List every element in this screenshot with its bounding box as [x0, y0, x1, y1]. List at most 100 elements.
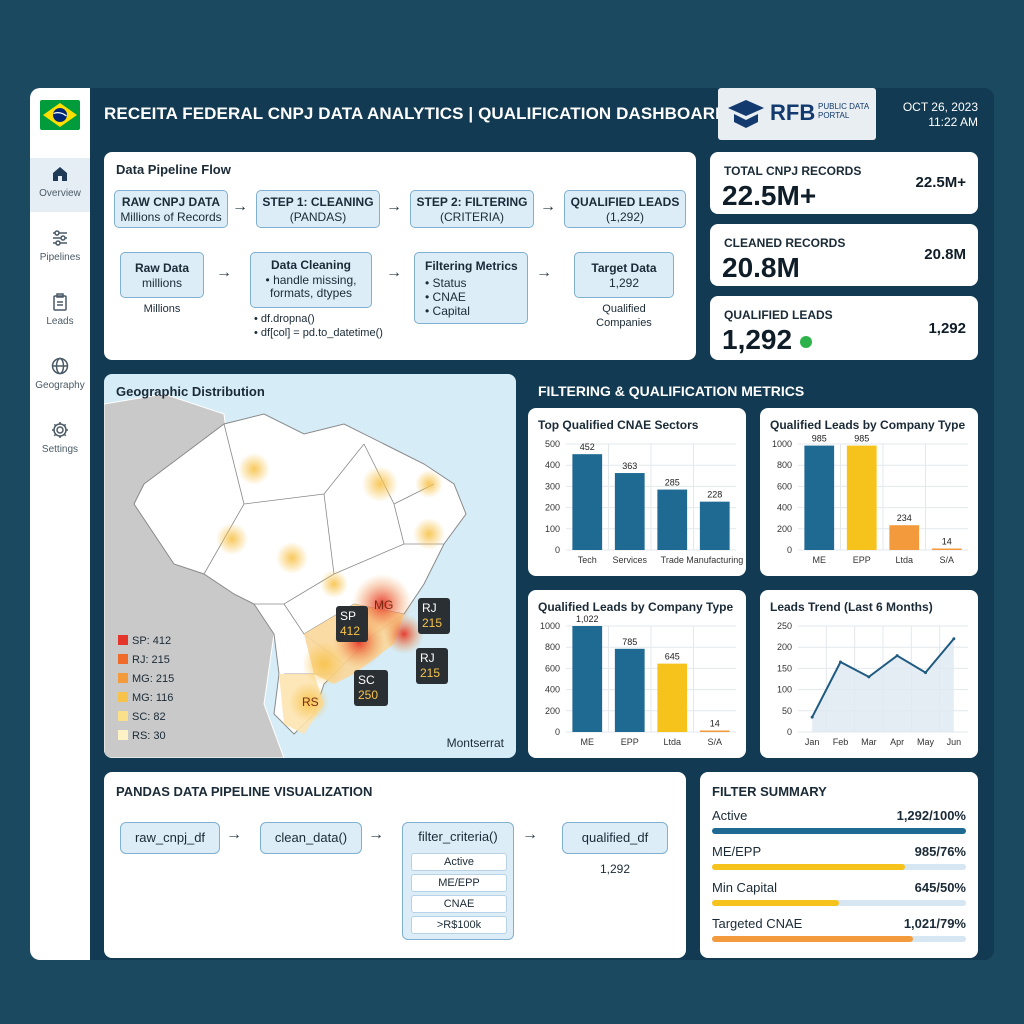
filtering-metrics-box[interactable]: Filtering Metrics • Status • CNAE • Capi…: [414, 252, 528, 324]
raw-data-sub: millions: [141, 276, 182, 290]
data-cleaning-bullet: formats, dtypes: [269, 286, 353, 300]
bar-value-label: 1,022: [576, 614, 599, 624]
map-marker-rj[interactable]: RJ 215: [416, 648, 448, 684]
sidebar-item-overview[interactable]: Overview: [30, 158, 90, 212]
legend-item: RS: 30: [118, 727, 174, 746]
clean-data-node[interactable]: clean_data(): [260, 822, 362, 854]
target-caption-line: Companies: [596, 317, 652, 329]
y-tick-label: 200: [545, 503, 560, 513]
pandas-pipeline-card: PANDAS DATA PIPELINE VISUALIZATION raw_c…: [104, 772, 686, 958]
progress-track: [712, 828, 966, 834]
filter-summary-value: 1,021/79%: [903, 916, 966, 931]
bar-value-label: 14: [710, 719, 720, 729]
y-tick-label: 800: [777, 460, 792, 470]
globe-icon: [51, 357, 69, 375]
sidebar-item-pipelines[interactable]: Pipelines: [30, 222, 90, 276]
arrow-right-icon: →: [216, 264, 232, 281]
geo-title: Geographic Distribution: [116, 384, 265, 399]
legend-item: RJ: 215: [118, 651, 174, 670]
map-marker-sp[interactable]: SP 412: [336, 606, 368, 642]
filtering-step-box[interactable]: STEP 2: FILTERING (CRITERIA): [410, 190, 534, 228]
legend-swatch: [118, 711, 128, 721]
legend-item: MG: 116: [118, 689, 174, 708]
sidebar: Overview Pipelines Leads Geography Setti…: [30, 88, 90, 960]
raw-cnpj-box[interactable]: RAW CNPJ DATA Millions of Records: [114, 190, 228, 228]
y-tick-label: 150: [777, 663, 792, 673]
x-tick-label: Manufacturing: [686, 555, 743, 565]
filter-pill: ME/EPP: [411, 874, 507, 892]
raw-cnpj-df-node[interactable]: raw_cnpj_df: [120, 822, 220, 854]
qualified-df-node[interactable]: qualified_df: [562, 822, 668, 854]
bar: [846, 445, 877, 550]
stat-card-total: TOTAL CNPJ RECORDS 22.5M+ 22.5M+: [710, 152, 978, 214]
stat-label: CLEANED RECORDS: [724, 236, 846, 250]
x-tick-label: EPP: [621, 737, 639, 747]
target-data-box[interactable]: Target Data 1,292: [574, 252, 674, 298]
filter-summary-name: Min Capital: [712, 880, 778, 895]
y-tick-label: 400: [545, 685, 560, 695]
filter-summary-value: 1,292/100%: [896, 808, 966, 823]
filter-summary-name: Targeted CNAE: [712, 916, 803, 931]
sidebar-item-geography[interactable]: Geography: [30, 350, 90, 404]
legend-swatch: [118, 673, 128, 683]
bar: [889, 525, 920, 550]
raw-cnpj-sub: Millions of Records: [120, 210, 222, 224]
progress-track: [712, 864, 966, 870]
x-tick-label: Jun: [947, 737, 962, 747]
qualified-leads-sub: (1,292): [605, 210, 645, 224]
sliders-icon: [53, 230, 67, 246]
filter-pill: Active: [411, 853, 507, 871]
filter-summary-value: 645/50%: [914, 880, 966, 895]
legend-label: RS: 30: [132, 730, 166, 742]
bar: [699, 501, 730, 550]
status-dot-icon: [800, 335, 813, 348]
sidebar-item-settings[interactable]: Settings: [30, 414, 90, 468]
legend-label: MG: 215: [132, 673, 175, 685]
cleaning-step-box[interactable]: STEP 1: CLEANING (PANDAS): [256, 190, 380, 228]
x-tick-label: Ltda: [895, 555, 913, 565]
stat-side-value: 22.5M+: [915, 174, 966, 191]
filter-criteria-node[interactable]: filter_criteria() Active ME/EPP CNAE >R$…: [402, 822, 514, 940]
data-point: [924, 671, 927, 675]
x-tick-label: S/A: [707, 737, 722, 747]
chart-title: Qualified Leads by Company Type: [770, 418, 966, 432]
progress-track: [712, 936, 966, 942]
pipeline-flow-title: Data Pipeline Flow: [116, 162, 231, 177]
x-tick-label: Tech: [578, 555, 597, 565]
y-tick-label: 200: [545, 706, 560, 716]
marker-state: RJ: [422, 601, 437, 615]
header: RECEITA FEDERAL CNPJ DATA ANALYTICS | QU…: [90, 88, 994, 140]
chart-card-cnae: Top Qualified CNAE Sectors 0 100 200 300 400…: [528, 408, 746, 576]
y-tick-label: 1000: [772, 439, 792, 449]
brazil-flag-icon: [40, 100, 80, 130]
arrow-right-icon: →: [232, 198, 248, 215]
x-tick-label: ME: [581, 737, 595, 747]
marker-state: SC: [358, 673, 375, 687]
chart-card-company-type-a: Qualified Leads by Company Type 0 200 400 6…: [760, 408, 978, 576]
bar: [614, 473, 645, 550]
raw-data-box[interactable]: Raw Data millions: [120, 252, 204, 298]
map-marker-rj[interactable]: RJ 215: [418, 598, 450, 634]
rfb-logo: RFB PUBLIC DATA PORTAL: [718, 88, 876, 140]
chart-title: Top Qualified CNAE Sectors: [538, 418, 699, 432]
y-tick-label: 400: [545, 460, 560, 470]
cleaning-step-sub: (PANDAS): [289, 210, 347, 224]
data-cleaning-box[interactable]: Data Cleaning • handle missing, formats,…: [250, 252, 372, 308]
state-label-mg: MG: [374, 598, 393, 612]
qualified-leads-title: QUALIFIED LEADS: [570, 195, 680, 209]
series-line: [811, 638, 955, 718]
gear-icon: [52, 422, 68, 438]
target-data-title: Target Data: [591, 261, 657, 275]
arrow-right-icon: →: [368, 826, 384, 843]
legend-swatch: [118, 654, 128, 664]
filter-pill: >R$100k: [411, 916, 507, 934]
filtering-metric-item: • CNAE: [425, 290, 466, 304]
sidebar-item-leads[interactable]: Leads: [30, 286, 90, 340]
qualified-leads-box[interactable]: QUALIFIED LEADS (1,292): [564, 190, 686, 228]
rfb-logo-subtitle: PUBLIC DATA PORTAL: [818, 102, 869, 120]
map-marker-sc[interactable]: SC 250: [354, 670, 388, 706]
legend-label: MG: 116: [132, 692, 174, 704]
clipboard-icon: [53, 293, 67, 311]
filter-summary-row: Active 1,292/100%: [712, 808, 966, 838]
y-tick-label: 100: [777, 685, 792, 695]
